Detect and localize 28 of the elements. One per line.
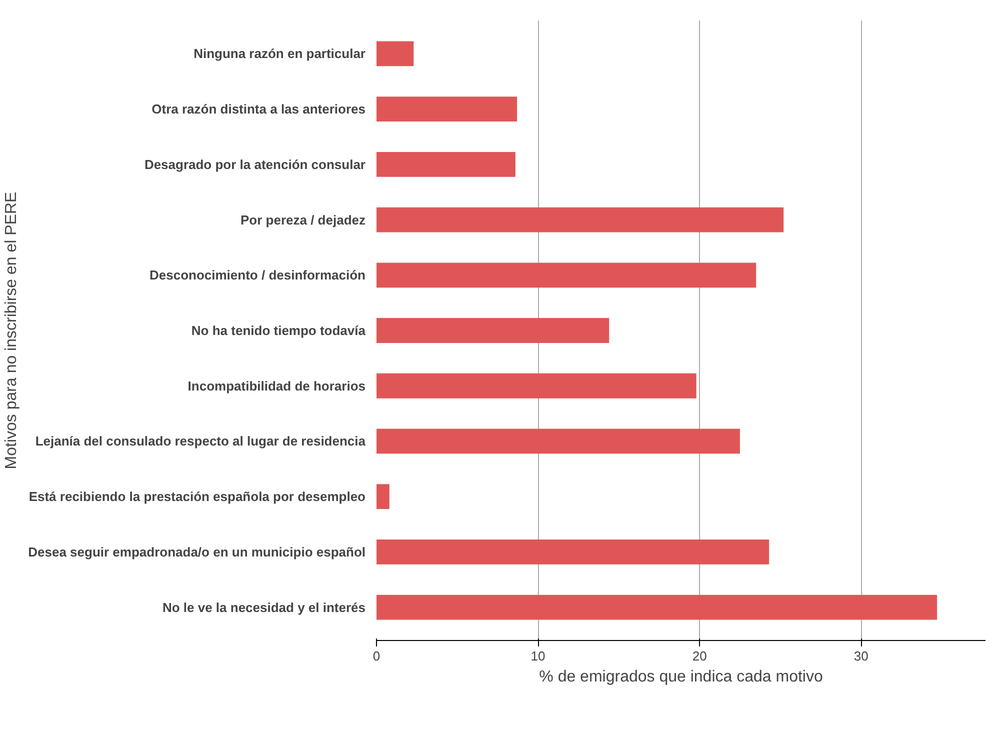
y-tick-label: Lejanía del consulado respecto al lugar de residencia	[35, 434, 366, 449]
y-tick-label: Desea seguir empadronada/o en un municipio español	[28, 544, 366, 560]
bar	[376, 373, 696, 398]
y-tick-label: No le ve la necesidad y el interés	[162, 600, 366, 615]
bar	[376, 539, 770, 564]
x-axis-title: % de emigrados que indica cada motivo	[539, 668, 823, 686]
bar	[376, 152, 516, 177]
bar	[376, 262, 756, 288]
bar	[376, 594, 938, 620]
y-axis-title: Motivos para no inscribirse en el PERE	[3, 192, 20, 470]
bar	[376, 484, 390, 510]
y-tick-label: Desconocimiento / desinformación	[150, 268, 366, 283]
bar	[376, 207, 784, 232]
y-tick-label: Ninguna razón en particular	[194, 46, 366, 62]
y-tick-label: Incompatibilidad de horarios	[188, 378, 366, 394]
y-tick-label: Está recibiendo la prestación española por desempleo	[28, 489, 366, 504]
x-tick-label: 20	[692, 648, 707, 664]
y-tick-label: No ha tenido tiempo todavía	[191, 323, 366, 338]
x-tick-label: 10	[530, 648, 546, 664]
x-tick-label: 30	[854, 648, 868, 664]
bar	[376, 41, 414, 66]
y-tick-label: Por pereza / dejadez	[240, 212, 366, 228]
bar	[376, 428, 740, 454]
y-tick-label: Otra razón distinta a las anteriores	[152, 102, 366, 117]
x-tick-label: 0	[372, 648, 380, 664]
y-tick-label: Desagrado por la atención consular	[144, 156, 366, 172]
bar	[376, 318, 610, 343]
bar	[376, 96, 518, 122]
